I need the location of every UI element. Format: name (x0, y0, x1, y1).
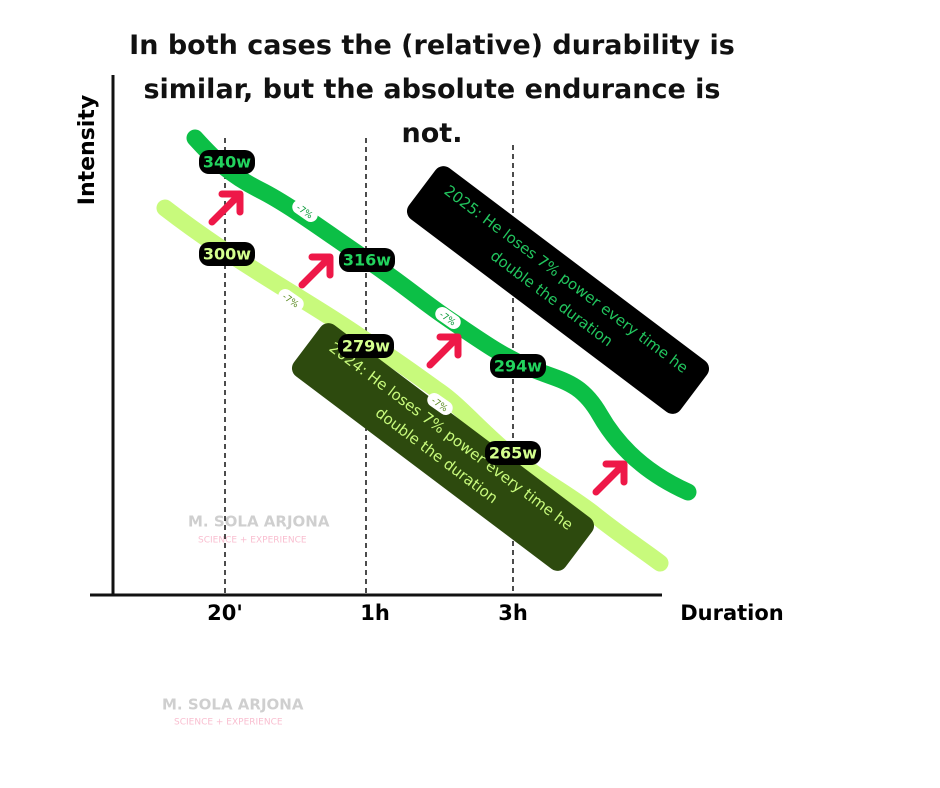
arrow (298, 253, 334, 289)
x-marker: 20' (207, 601, 243, 625)
drop-pill (427, 392, 453, 416)
watermark-tagline: SCIENCE + EXPERIENCE (198, 536, 307, 546)
note-box (406, 166, 710, 414)
watermark-name: M. SOLA ARJONA (188, 513, 330, 531)
drop-pill (435, 306, 461, 330)
power-label: 279w (342, 337, 390, 356)
watermark-name: M. SOLA ARJONA (162, 696, 304, 714)
power-label: 265w (489, 444, 537, 463)
x-axis-label: Duration (680, 601, 784, 625)
power-badge (199, 150, 255, 174)
note-2024: 2024: He loses 7% power every time he do… (291, 323, 595, 571)
arrow (592, 460, 628, 496)
title: In both cases the (relative) durability … (129, 30, 735, 149)
watermark: M. SOLA ARJONA SCIENCE + EXPERIENCE M. S… (162, 513, 330, 728)
curve-2024 (156, 199, 669, 572)
power-label: 294w (494, 357, 542, 376)
drop-pill (278, 288, 304, 312)
power-label: 316w (343, 251, 391, 270)
power-badge (339, 248, 395, 272)
watermark-tagline: SCIENCE + EXPERIENCE (174, 718, 283, 728)
power-badge (199, 242, 255, 266)
power-badge (485, 441, 541, 465)
power-label: 300w (203, 245, 251, 264)
note-box (291, 323, 595, 571)
arrow (208, 190, 244, 226)
power-badge (490, 354, 546, 378)
x-marker: 1h (360, 601, 390, 625)
power-label: 340w (203, 153, 251, 172)
power-badge (338, 334, 394, 358)
arrow (426, 333, 462, 369)
drop-pill (292, 199, 318, 223)
x-marker: 3h (498, 601, 528, 625)
y-axis-label: Intensity (75, 95, 100, 205)
